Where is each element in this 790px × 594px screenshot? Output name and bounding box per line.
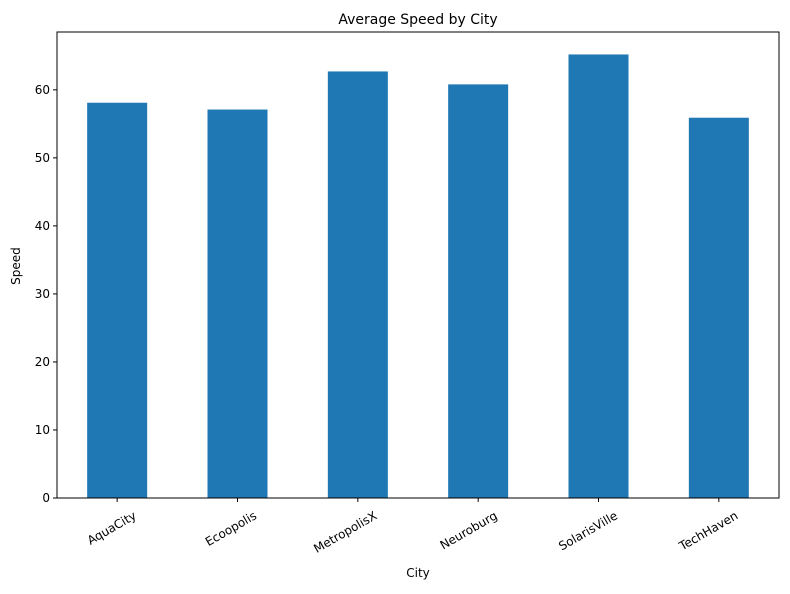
- y-axis-title: Speed: [9, 247, 23, 285]
- bar-ecoopolis: [207, 109, 268, 498]
- y-tick-label: 30: [35, 287, 50, 301]
- y-tick-label: 10: [35, 423, 50, 437]
- x-tick-label: MetropolisX: [311, 508, 379, 555]
- x-tick-label: TechHaven: [676, 508, 740, 553]
- x-tick-label: Ecoopolis: [203, 508, 259, 548]
- x-tick-label: Neuroburg: [438, 508, 500, 552]
- y-tick-label: 20: [35, 355, 50, 369]
- x-axis-title: City: [406, 566, 430, 580]
- bar-aquacity: [87, 102, 148, 498]
- plot-frame: [56, 31, 780, 499]
- y-tick-label: 50: [35, 151, 50, 165]
- bar-techhaven: [688, 117, 749, 498]
- bars-layer: [87, 54, 749, 499]
- bar-solarisville: [568, 54, 629, 498]
- x-tick-label: SolarisVille: [556, 508, 620, 553]
- y-tick-label: 0: [42, 491, 50, 505]
- bar-metropolisx: [327, 71, 388, 498]
- y-axis: 0 10 20 30 40 50 60: [35, 83, 57, 505]
- chart-title: Average Speed by City: [338, 12, 497, 28]
- x-tick-label: AquaCity: [85, 508, 139, 547]
- bar-neuroburg: [448, 84, 509, 499]
- y-tick-label: 40: [35, 219, 50, 233]
- y-tick-label: 60: [35, 83, 50, 97]
- x-axis: AquaCity Ecoopolis MetropolisX Neuroburg Sol…: [85, 498, 740, 556]
